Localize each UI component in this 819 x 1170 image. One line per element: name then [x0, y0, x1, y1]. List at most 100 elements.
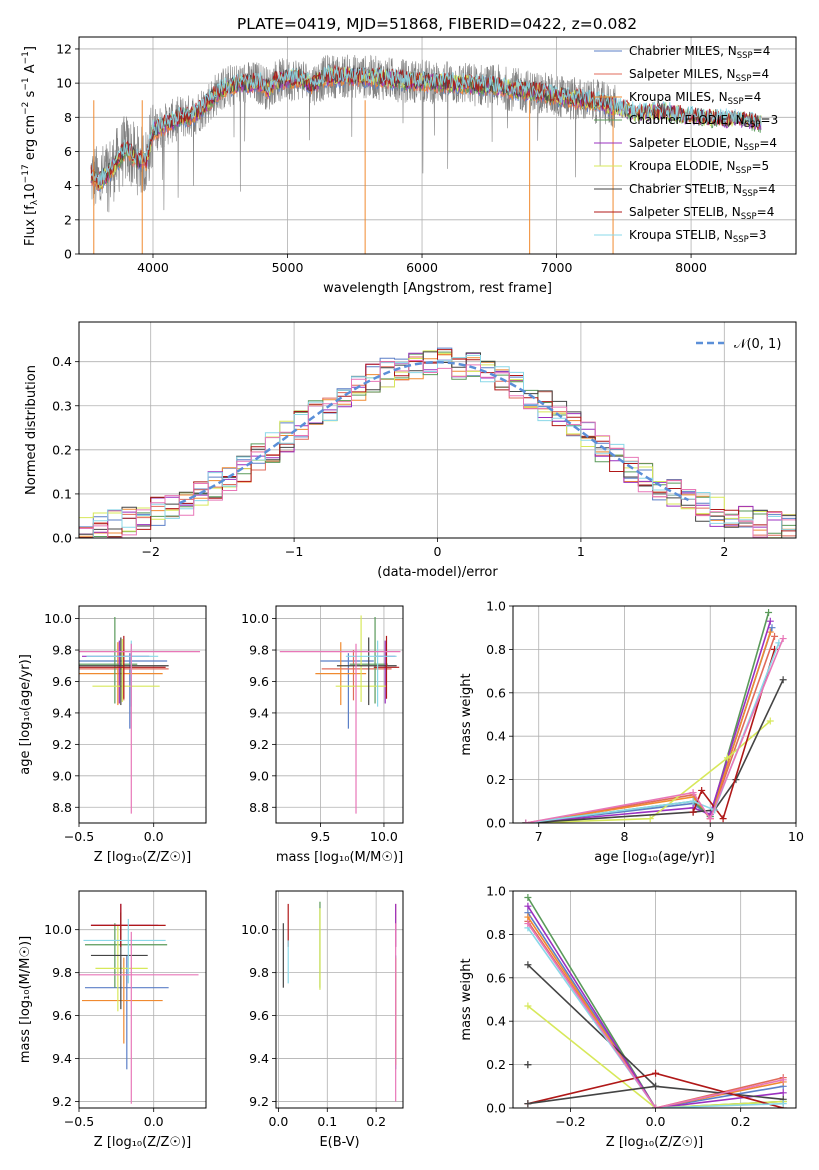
legend-text: Kroupa MILES, N	[629, 90, 728, 104]
legend-text: Chabrier STELIB, N	[629, 182, 742, 196]
y-tick-label: 0.4	[52, 354, 72, 369]
y-tick-label: 0.0	[52, 531, 72, 546]
legend-sub: SSP	[741, 212, 757, 222]
x-tick-label: 9	[706, 829, 714, 844]
y-label-part: −1	[21, 77, 31, 90]
legend-post: =3	[761, 113, 779, 127]
y-tick-label: 9.4	[52, 705, 72, 720]
y-tick-label: 12	[56, 41, 72, 56]
series-line	[525, 631, 772, 823]
y-tick-label: 1.0	[486, 884, 506, 899]
legend-sub: SSP	[736, 74, 752, 84]
y-tick-label: 9.0	[249, 768, 269, 783]
y-axis-label: Normed distribution	[24, 365, 39, 495]
y-tick-label: 10	[56, 76, 72, 91]
series-line	[527, 912, 784, 1108]
axes-spectrum: 4000 5000 6000 7000 8000 0 2 4 6 8 10 12 wavelength …	[21, 36, 797, 296]
series-line	[527, 923, 784, 1108]
y-tick-label: 0.2	[486, 772, 506, 787]
series-line	[525, 638, 784, 823]
series-line	[527, 927, 784, 1108]
x-tick-label: 1	[577, 544, 585, 559]
axes-age_vs_Z: −0.5 0.0 8.8 9.0 9.2 9.4 9.6 9.8 10.0 Z [log₁₀(Z/…	[18, 605, 207, 865]
legend-text: Kroupa ELODIE, N	[629, 159, 736, 173]
y-label-part: −2	[21, 102, 31, 115]
legend-label: Salpeter MILES, NSSP=4	[629, 67, 769, 84]
axes-frame	[78, 321, 797, 539]
series-line	[525, 627, 773, 823]
plus-marker	[524, 894, 532, 902]
y-tick-label: 6	[64, 144, 72, 159]
series-line	[525, 720, 771, 823]
plus-marker	[766, 717, 774, 725]
y-tick-label: 9.8	[249, 965, 269, 980]
legend-label: Kroupa STELIB, NSSP=3	[629, 228, 767, 245]
series-line	[525, 620, 772, 823]
plus-marker	[779, 676, 787, 684]
plot-area	[279, 615, 401, 814]
y-tick-label: 0.2	[486, 1057, 506, 1072]
y-label-part: Flux [f	[23, 205, 38, 246]
plus-marker	[771, 632, 779, 640]
plot-area	[79, 617, 201, 814]
plus-marker	[719, 815, 727, 823]
plus-marker	[779, 1076, 787, 1084]
y-tick-label: 4	[64, 178, 72, 193]
y-tick-label: 9.2	[52, 1094, 72, 1109]
legend-text: Salpeter ELODIE, N	[629, 136, 743, 150]
plus-marker	[779, 1089, 787, 1097]
x-axis-label: E(B-V)	[319, 1135, 359, 1150]
plus-marker	[524, 902, 532, 910]
figure-title: PLATE=0419, MJD=51868, FIBERID=0422, z=0…	[237, 15, 637, 33]
y-tick-label: 0.1	[52, 486, 72, 501]
legend-text: Kroupa STELIB, N	[629, 228, 733, 242]
legend-sub: SSP	[743, 143, 759, 153]
plot-area	[522, 609, 787, 823]
plus-marker	[779, 635, 787, 643]
y-axis-label: mass weight	[459, 673, 474, 755]
y-tick-label: 10.0	[44, 611, 72, 626]
plot-area	[79, 347, 796, 538]
model-line-kroupa-stelib	[90, 65, 762, 185]
axes-frame	[78, 36, 797, 255]
legend-text: Salpeter MILES, N	[629, 67, 736, 81]
histogram-step	[79, 349, 796, 538]
plot-area	[90, 54, 762, 254]
y-label-part: A	[23, 64, 38, 77]
gaussian-curve	[178, 360, 690, 505]
x-axis-label: Z [log₁₀(Z/Z☉)]	[94, 1135, 191, 1150]
y-tick-label: 0.0	[486, 1101, 506, 1116]
legend-label: Salpeter ELODIE, NSSP=4	[629, 136, 777, 153]
y-label-part: ]	[23, 46, 38, 51]
x-tick-label: −2	[141, 544, 159, 559]
plus-marker	[652, 1104, 660, 1108]
plus-marker	[524, 1100, 532, 1108]
legend-label: Kroupa MILES, NSSP=4	[629, 90, 761, 107]
legend-post: =4	[744, 90, 762, 104]
plus-marker	[779, 1100, 787, 1108]
y-tick-label: 10.0	[241, 611, 269, 626]
y-tick-label: 9.6	[249, 674, 269, 689]
x-tick-label: 0.1	[317, 1114, 337, 1129]
y-tick-label: 0.3	[52, 398, 72, 413]
axes-weight_vs_age: 7 8 9 10 0.0 0.2 0.4 0.6 0.8 1.0 age [log₁₀(age/yr…	[459, 599, 804, 866]
y-tick-label: 1.0	[486, 599, 506, 614]
plus-marker	[524, 913, 532, 921]
legend-post: =5	[751, 159, 769, 173]
plus-marker	[765, 609, 773, 617]
y-tick-label: 9.8	[52, 965, 72, 980]
x-tick-label: 0.0	[144, 1114, 164, 1129]
y-axis-label: mass weight	[459, 958, 474, 1040]
axes-frame	[275, 605, 404, 824]
y-tick-label: 9.4	[249, 705, 269, 720]
series-line	[527, 1085, 656, 1105]
axes-age_vs_mass: 9.5 10.0 8.8 9.0 9.2 9.4 9.6 9.8 10.0 mass [log₁₀…	[241, 605, 404, 865]
y-label-part: 10	[23, 183, 38, 200]
y-tick-label: 9.6	[52, 1008, 72, 1023]
y-tick-label: 9.6	[52, 674, 72, 689]
x-tick-label: −0.5	[64, 829, 94, 844]
y-tick-label: 9.8	[249, 643, 269, 658]
legend-label: 𝒩(0, 1)	[734, 337, 781, 352]
